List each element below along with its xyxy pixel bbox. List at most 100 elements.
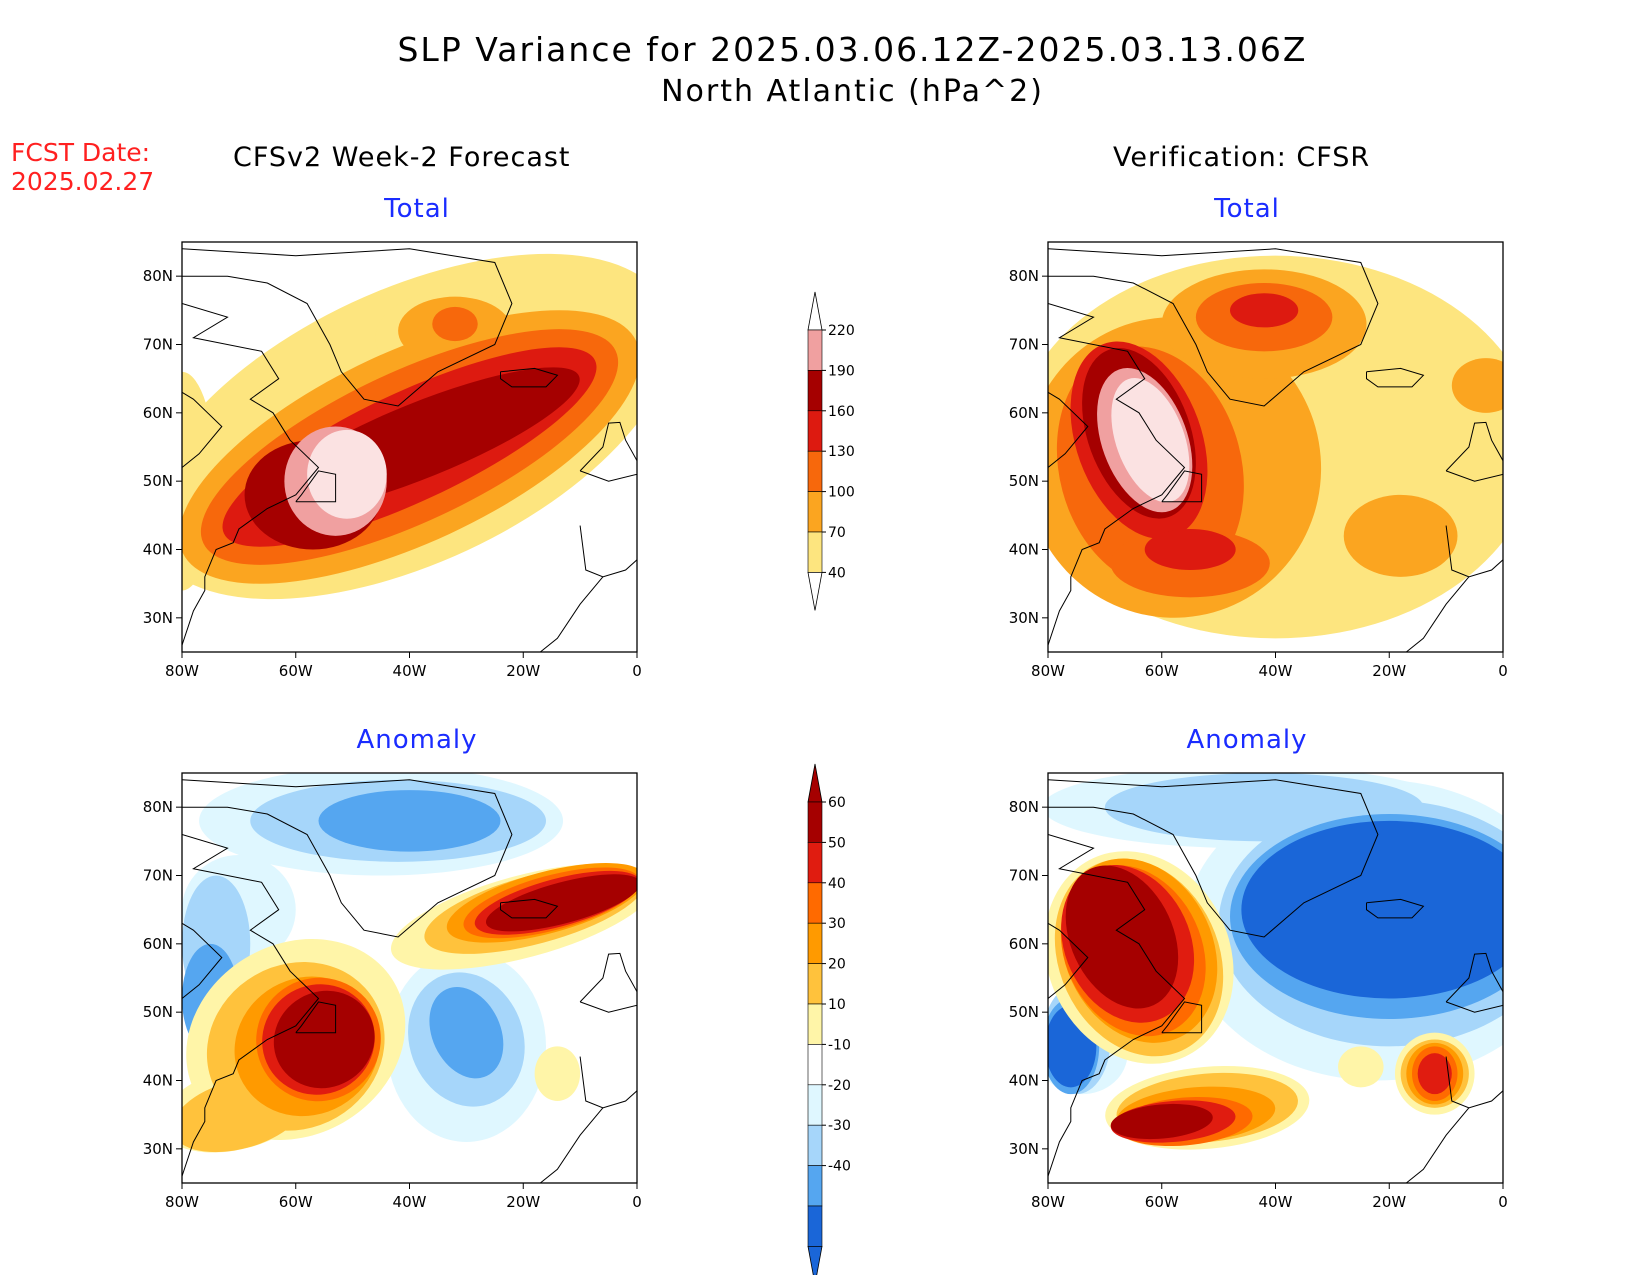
- y-tick-label: 30N: [143, 1140, 173, 1158]
- colorbar-label: -10: [828, 1037, 851, 1053]
- coastline-segment: [182, 303, 320, 646]
- y-tick-label: 40N: [143, 1072, 173, 1090]
- colorbar-label: 40: [828, 565, 846, 581]
- colorbar-segment: [807, 1003, 823, 1045]
- fcst-date: FCST Date: 2025.02.27: [11, 138, 154, 196]
- colorbar-segment: [807, 450, 823, 492]
- colorbar-segment: [807, 842, 823, 884]
- y-tick-label: 40N: [1009, 1072, 1039, 1090]
- total-field-forecast-total: [182, 253, 637, 600]
- y-tick-label: 40N: [143, 541, 173, 559]
- colorbar-segment: [807, 370, 823, 412]
- colorbar-segment: [807, 1124, 823, 1166]
- coastline-segment: [500, 898, 559, 919]
- contour-fill: [432, 306, 478, 342]
- contour-fill: [1343, 494, 1458, 577]
- y-tick-label: 70N: [143, 867, 173, 885]
- colorbar-segment: [807, 531, 823, 573]
- coastline-segment: [1161, 1001, 1203, 1034]
- y-tick-label: 60N: [1009, 935, 1039, 953]
- coastline-segment: [295, 1001, 337, 1034]
- coastline-segment: [539, 1107, 604, 1183]
- coastline-segment: [182, 248, 513, 407]
- contour-fill: [307, 429, 387, 519]
- y-tick-label: 30N: [1009, 1140, 1039, 1158]
- contour-fill: [429, 986, 504, 1079]
- colorbar-top-arrow: [807, 291, 823, 331]
- x-tick-label: 20W: [1372, 1193, 1406, 1211]
- x-tick-label: 40W: [393, 662, 427, 680]
- contour-fill: [485, 874, 637, 932]
- colorbar-segment: [807, 1044, 823, 1086]
- coastline-segment: [182, 834, 320, 1177]
- contour-fill: [534, 1046, 581, 1101]
- coastline-segment: [539, 576, 604, 652]
- colorbar-label: 220: [828, 323, 855, 339]
- x-tick-label: 40W: [1259, 1193, 1293, 1211]
- x-tick-label: 0: [632, 662, 642, 680]
- colorbar-segment: [807, 1165, 823, 1207]
- coastline-segment: [1048, 391, 1089, 468]
- negative-field-verification-anomaly: [1048, 773, 1503, 1095]
- y-tick-label: 70N: [1009, 336, 1039, 354]
- colorbar-segment: [807, 801, 823, 843]
- coastline-segment: [182, 391, 223, 468]
- coastline-segment: [579, 525, 637, 578]
- y-tick-label: 80N: [143, 267, 173, 285]
- coastline-segment: [1445, 952, 1503, 1013]
- contour-fill: [1241, 820, 1503, 999]
- column-title-verification: Verification: CFSR: [1113, 142, 1371, 173]
- coastline: [182, 779, 637, 1183]
- coastline-segment: [1405, 1107, 1470, 1183]
- colorbar-label: 30: [828, 916, 846, 932]
- colorbar-anomaly: 60 50 40 30 20 10 -10 -20 -30 -40: [807, 763, 851, 1275]
- colorbar-label: 100: [828, 485, 855, 501]
- y-tick-label: 80N: [1009, 798, 1039, 816]
- colorbar-label: 60: [828, 795, 846, 811]
- panel-subtitle-verification-total: Total: [1214, 194, 1280, 224]
- x-tick-label: 60W: [279, 1193, 313, 1211]
- y-tick-label: 30N: [143, 609, 173, 627]
- coastline-segment: [500, 367, 559, 388]
- colorbar-bottom-arrow: [807, 572, 823, 611]
- coastline-segment: [295, 470, 337, 503]
- colorbar-segment: [807, 882, 823, 924]
- contour-fill: [1417, 1053, 1452, 1095]
- y-tick-label: 60N: [143, 404, 173, 422]
- x-tick-label: 0: [1498, 1193, 1508, 1211]
- coastline-segment: [1366, 367, 1425, 388]
- coastline-segment: [1048, 922, 1089, 999]
- colorbar-segment: [807, 1084, 823, 1126]
- coastline: [1048, 779, 1503, 1183]
- colorbar-label: 130: [828, 444, 855, 460]
- y-tick-label: 40N: [1009, 541, 1039, 559]
- x-tick-label: 60W: [1145, 662, 1179, 680]
- colorbar-segment: [807, 922, 823, 964]
- y-tick-label: 50N: [1009, 472, 1039, 490]
- x-tick-label: 20W: [506, 662, 540, 680]
- coastline-segment: [1366, 898, 1425, 919]
- column-title-forecast: CFSv2 Week-2 Forecast: [233, 142, 571, 173]
- y-tick-label: 50N: [143, 472, 173, 490]
- y-tick-label: 50N: [1009, 1003, 1039, 1021]
- x-tick-label: 20W: [506, 1193, 540, 1211]
- contour-fill: [1110, 1103, 1213, 1140]
- contour-fill: [1111, 378, 1190, 503]
- contour-fill: [1065, 865, 1179, 1009]
- coastline-segment: [579, 1056, 637, 1109]
- coastline-segment: [1445, 421, 1503, 482]
- coastline-segment: [182, 922, 223, 999]
- positive-field-verification-anomaly: [1048, 851, 1475, 1150]
- positive-field-forecast-anomaly: [182, 863, 637, 1153]
- total-field-verification-total: [1048, 255, 1503, 639]
- colorbar-label: 10: [828, 997, 846, 1013]
- y-tick-label: 80N: [1009, 267, 1039, 285]
- x-tick-label: 60W: [1145, 1193, 1179, 1211]
- fcst-date-label: FCST Date:: [11, 138, 151, 167]
- coastline: [182, 248, 637, 652]
- colorbar-segment: [807, 1205, 823, 1247]
- colorbar-segment: [807, 491, 823, 533]
- x-tick-label: 80W: [1031, 662, 1065, 680]
- contour-fill: [273, 990, 375, 1089]
- coastline-segment: [1048, 248, 1379, 407]
